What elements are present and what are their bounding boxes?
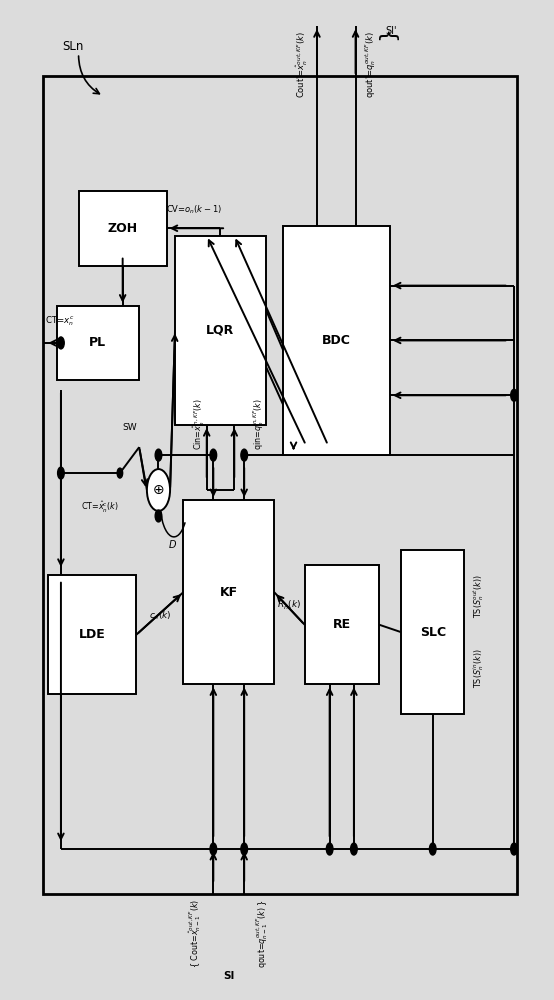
Circle shape [326,843,333,855]
Circle shape [210,843,217,855]
Text: ZOH: ZOH [107,222,138,235]
Text: CT=$\hat{x}_n^c(k)$: CT=$\hat{x}_n^c(k)$ [80,500,119,515]
Bar [43,76,517,894]
Text: SW: SW [122,423,137,432]
Circle shape [210,449,217,461]
Circle shape [155,510,162,522]
Circle shape [241,449,248,461]
Text: TS($S_n^{in}(k)$): TS($S_n^{in}(k)$) [471,649,486,688]
Text: TS($S_n^{out}(k)$): TS($S_n^{out}(k)$) [471,574,486,618]
Text: }: } [378,26,398,40]
Bar [175,236,266,425]
Text: PL: PL [89,336,106,349]
Bar [183,500,274,684]
Bar [401,550,464,714]
Text: KF: KF [220,586,238,599]
Text: qin=$q_n^{in,KF}(k)$: qin=$q_n^{in,KF}(k)$ [251,398,266,450]
Text: BDC: BDC [322,334,351,347]
Circle shape [511,843,517,855]
Circle shape [117,468,122,478]
Circle shape [429,843,436,855]
Bar [48,575,136,694]
Text: qout=$q_{n-1}^{out,KF}(k)$ $\}$: qout=$q_{n-1}^{out,KF}(k)$ $\}$ [254,899,270,968]
Text: $\{$ Cout=$\hat{x}_{n-1}^{out,KF}(k)$: $\{$ Cout=$\hat{x}_{n-1}^{out,KF}(k)$ [188,899,203,968]
Text: D: D [168,540,176,550]
Text: SLn: SLn [63,40,84,53]
Text: RE: RE [333,618,351,631]
Bar [79,191,167,266]
Text: $\oplus$: $\oplus$ [152,483,165,497]
Text: qout'=$q_n^{out,KF}(k)$: qout'=$q_n^{out,KF}(k)$ [363,31,378,98]
Circle shape [147,469,170,511]
Circle shape [155,449,162,461]
Circle shape [58,467,64,479]
Circle shape [241,843,248,855]
Bar [57,306,139,380]
Bar [305,565,379,684]
Circle shape [58,337,64,349]
Circle shape [511,389,517,401]
Text: SI: SI [223,971,234,981]
Text: $\hat{R}_n(k)$: $\hat{R}_n(k)$ [278,596,301,612]
Text: Cout'=$\hat{x}_n^{out,KF}(k)$: Cout'=$\hat{x}_n^{out,KF}(k)$ [295,31,310,98]
Text: SLC: SLC [420,626,446,639]
Text: $c_n(k)$: $c_n(k)$ [148,609,171,622]
Circle shape [351,843,357,855]
Text: LQR: LQR [207,324,235,337]
Text: CV=$o_n(k-1)$: CV=$o_n(k-1)$ [166,204,222,216]
Text: CT=$x_n^c$: CT=$x_n^c$ [45,314,75,328]
Text: LDE: LDE [79,628,106,641]
Text: SI': SI' [386,26,397,36]
Bar [283,226,390,455]
Text: Cin=$\hat{x}_n^{in,KF}(k)$: Cin=$\hat{x}_n^{in,KF}(k)$ [192,398,207,450]
